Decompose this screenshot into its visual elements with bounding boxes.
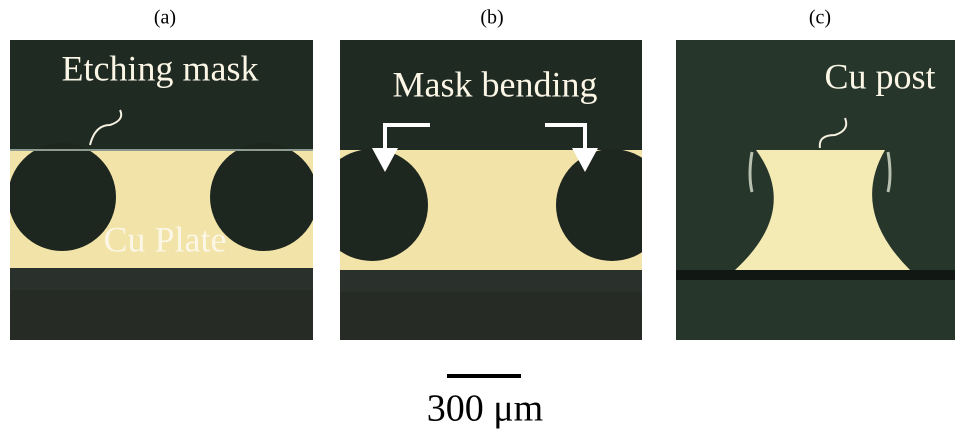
panel-label: (b) [480,7,503,29]
panel-label: (c) [809,7,831,29]
panel-label: (a) [154,7,176,29]
annotation: Cu Plate [104,219,227,259]
annotation: Etching mask [62,48,259,88]
scale-bar-label: 300 μm [427,388,543,430]
page: {"panels": [ {"label": "(a)", "annotatio… [0,0,966,438]
annotation: Cu post [824,56,935,96]
annotation: Mask bending [393,64,598,104]
figure: Etching mask Cu Plate Mask bending Cu po… [0,0,966,438]
